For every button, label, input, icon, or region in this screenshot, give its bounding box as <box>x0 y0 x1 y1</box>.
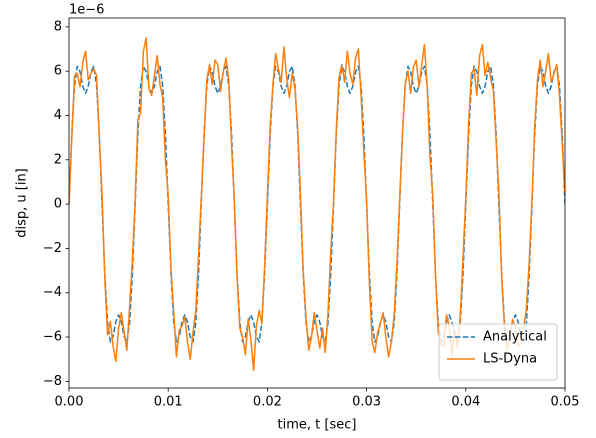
y-tick-label: −2 <box>43 241 62 256</box>
x-tick-label: 0.02 <box>253 395 282 410</box>
y-tick-label: −4 <box>43 285 62 300</box>
x-tick-label: 0.03 <box>352 395 381 410</box>
y-axis-label: disp, u [in] <box>15 168 30 238</box>
y-tick-label: −8 <box>43 374 62 389</box>
legend-label: Analytical <box>483 330 547 345</box>
y-offset-label: 1e−6 <box>69 3 104 18</box>
x-tick-label: 0.05 <box>551 395 580 410</box>
y-tick-label: 8 <box>54 19 62 34</box>
y-tick-label: 4 <box>54 108 62 123</box>
legend: Analytical LS-Dyna <box>438 323 558 381</box>
y-tick-label: 0 <box>54 197 62 212</box>
y-tick-label: 6 <box>54 64 62 79</box>
axes-frame <box>68 17 566 389</box>
x-tick-label: 0.00 <box>55 395 84 410</box>
x-axis-label: time, t [sec] <box>278 418 357 433</box>
x-tick-label: 0.04 <box>451 395 480 410</box>
y-tick-label: 2 <box>54 152 62 167</box>
series-line <box>69 37 565 372</box>
legend-box <box>438 323 558 381</box>
y-tick-label: −6 <box>43 330 62 345</box>
x-tick-label: 0.01 <box>154 395 183 410</box>
legend-label: LS-Dyna <box>483 352 537 367</box>
